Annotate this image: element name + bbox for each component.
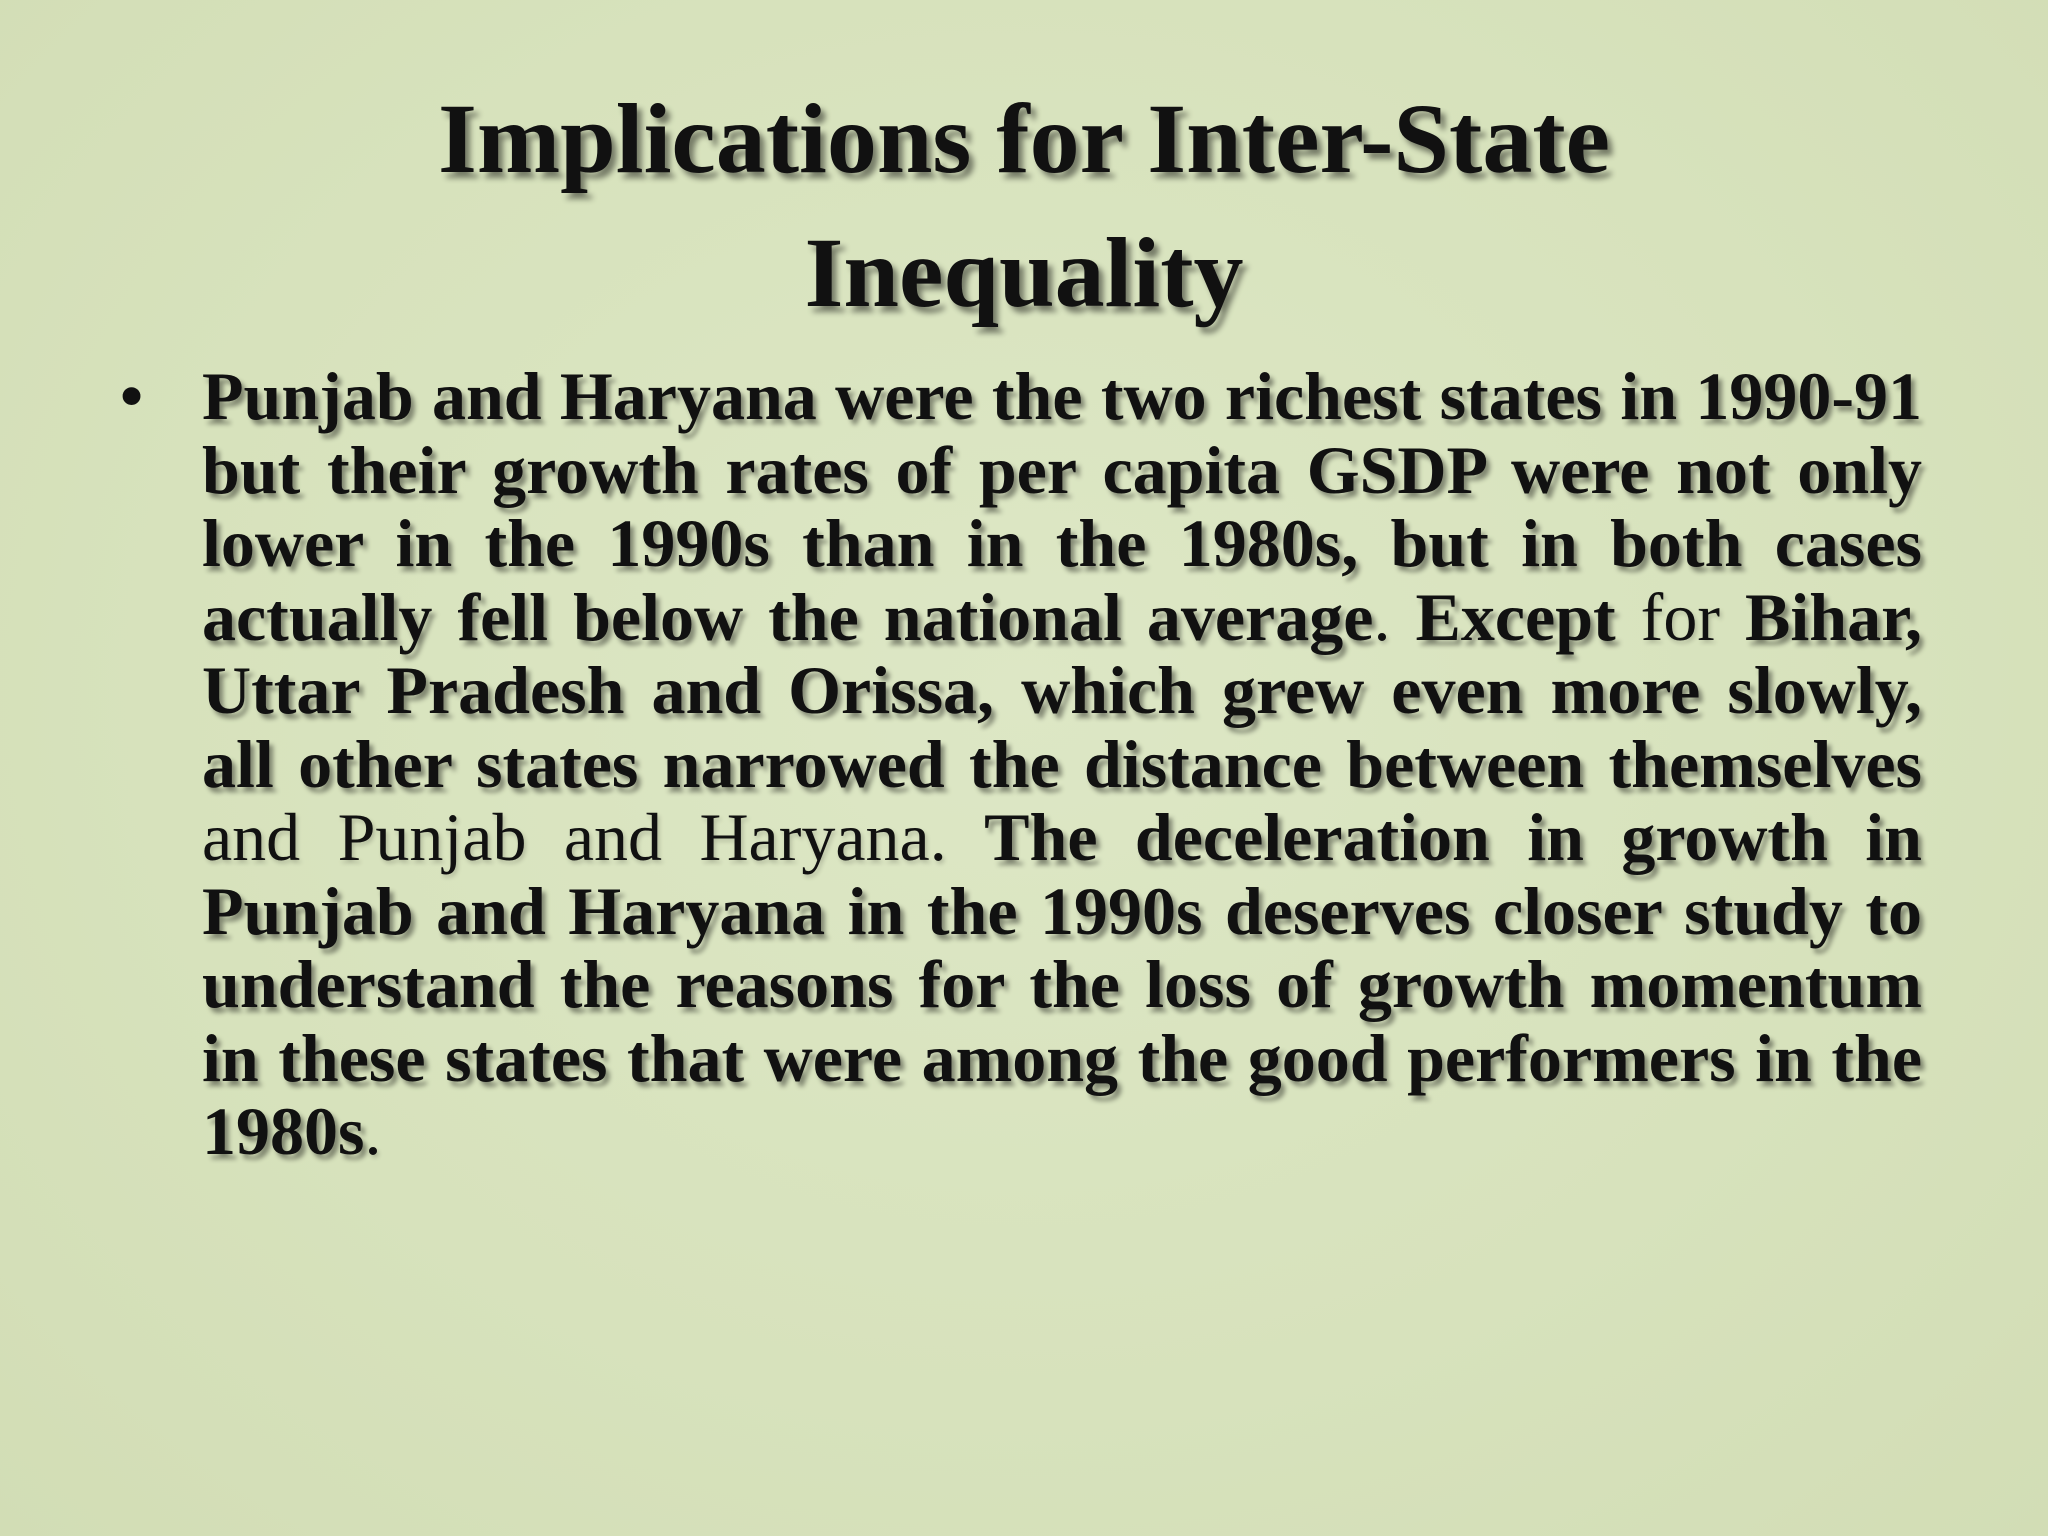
slide-title: Implications for Inter-State Inequality — [160, 72, 1888, 340]
paragraph-segment: The deceleration in growth in Punjab and… — [202, 799, 1922, 1169]
paragraph-segment: . — [364, 1093, 382, 1169]
paragraph-segment: Bihar, Uttar Pradesh and Orissa, which g… — [202, 578, 1923, 802]
bullet-paragraph: Punjab and Haryana were the two richest … — [202, 358, 1923, 1169]
slide-title-line-2: Inequality — [804, 217, 1244, 328]
paragraph-segment: Punjab and Haryana were the two richest … — [202, 358, 1922, 655]
paragraph-segment: for — [1615, 578, 1745, 655]
paragraph-segment: Except — [1415, 578, 1616, 655]
paragraph-segment: and Punjab and Haryana. — [202, 799, 985, 875]
paragraph-segment: . — [1373, 578, 1416, 655]
slide-title-line-1: Implications for Inter-State — [437, 83, 1611, 194]
bullet-icon: • — [120, 360, 144, 433]
